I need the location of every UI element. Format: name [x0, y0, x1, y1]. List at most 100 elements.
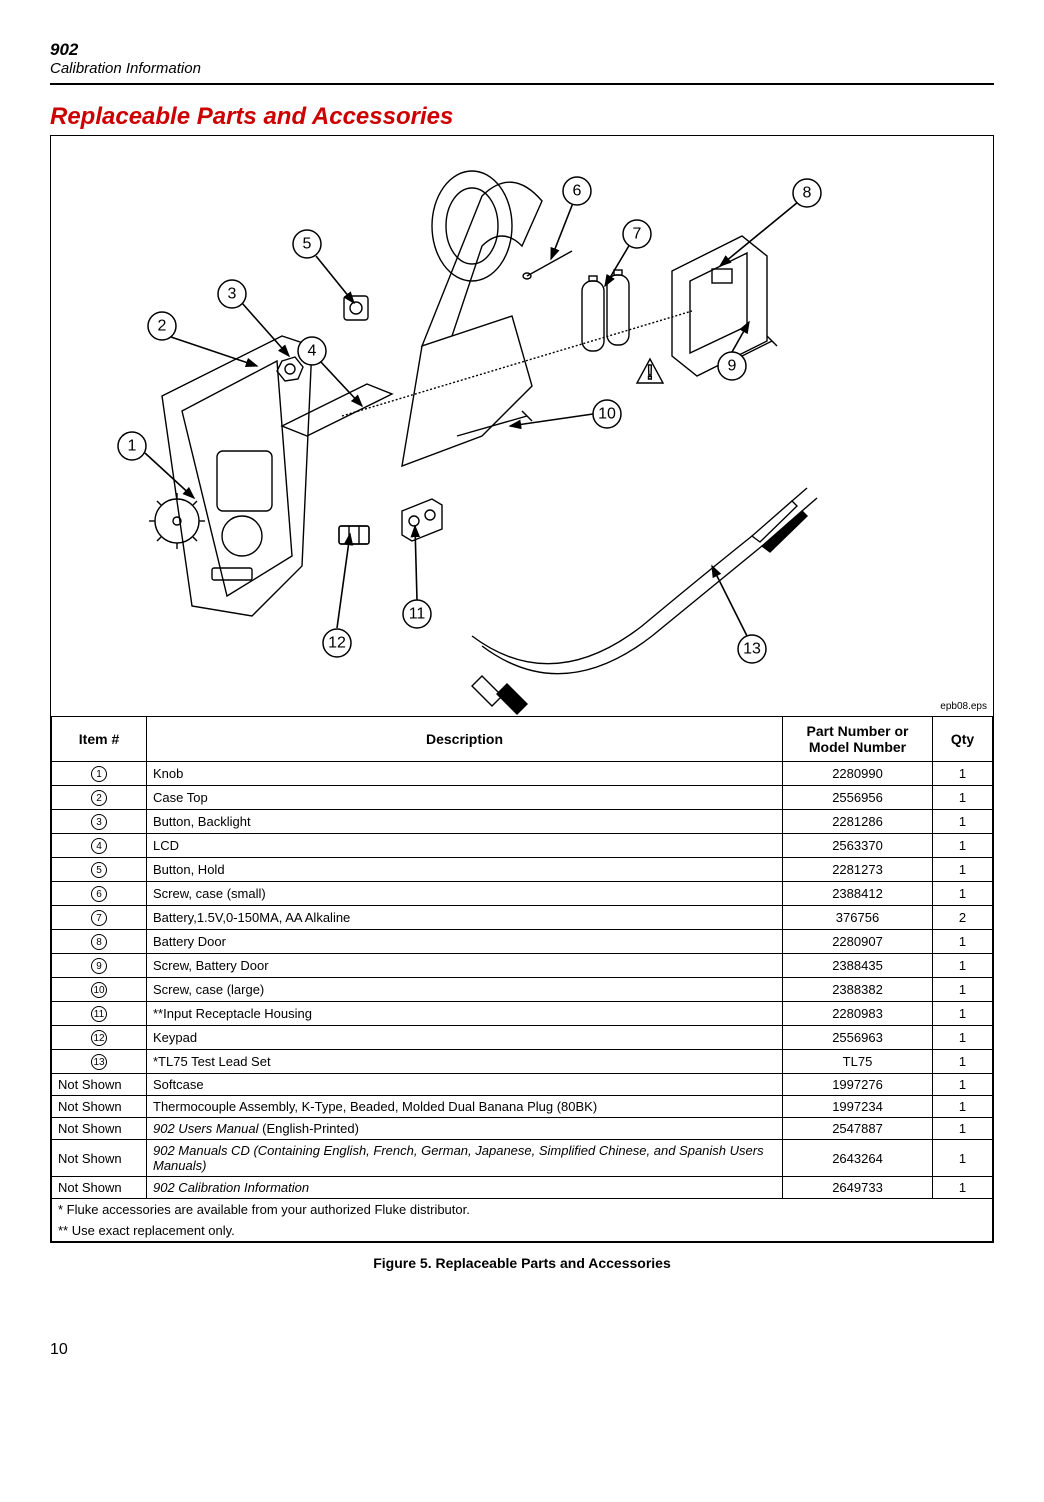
cell-qty: 1 [933, 1140, 993, 1177]
header-subtitle: Calibration Information [50, 60, 994, 77]
cell-item: 1 [52, 762, 147, 786]
cell-item: Not Shown [52, 1074, 147, 1096]
cell-desc: Button, Backlight [147, 810, 783, 834]
cell-qty: 1 [933, 1050, 993, 1074]
cell-part: 2649733 [783, 1177, 933, 1199]
page-number: 10 [50, 1341, 994, 1359]
cell-qty: 1 [933, 762, 993, 786]
cell-desc: **Input Receptacle Housing [147, 1002, 783, 1026]
cell-item: 10 [52, 978, 147, 1002]
table-row: Not Shown902 Users Manual (English-Print… [52, 1118, 993, 1140]
table-row: 1Knob22809901 [52, 762, 993, 786]
cell-part: 2281273 [783, 858, 933, 882]
svg-text:10: 10 [598, 406, 616, 423]
svg-text:11: 11 [409, 606, 426, 623]
table-row: Not ShownThermocouple Assembly, K-Type, … [52, 1096, 993, 1118]
figure-caption: Figure 5. Replaceable Parts and Accessor… [50, 1255, 994, 1271]
svg-text:4: 4 [308, 343, 317, 360]
parts-table: Item # Description Part Number or Model … [51, 716, 993, 1242]
exploded-diagram: ! 12345678910111213 epb08.eps [51, 136, 993, 716]
cell-qty: 1 [933, 1026, 993, 1050]
cell-qty: 1 [933, 858, 993, 882]
svg-text:13: 13 [743, 641, 761, 658]
table-row: 6Screw, case (small)23884121 [52, 882, 993, 906]
cell-part: 2556963 [783, 1026, 933, 1050]
svg-text:9: 9 [728, 358, 737, 375]
cell-item: 12 [52, 1026, 147, 1050]
table-row: 13*TL75 Test Lead SetTL751 [52, 1050, 993, 1074]
footnote-2: ** Use exact replacement only. [52, 1220, 993, 1242]
cell-qty: 1 [933, 1177, 993, 1199]
cell-part: 1997276 [783, 1074, 933, 1096]
svg-text:7: 7 [633, 226, 642, 243]
table-row: 12Keypad25569631 [52, 1026, 993, 1050]
cell-qty: 1 [933, 1118, 993, 1140]
cell-desc: *TL75 Test Lead Set [147, 1050, 783, 1074]
th-qty: Qty [933, 717, 993, 762]
table-row: 4LCD25633701 [52, 834, 993, 858]
svg-text:6: 6 [573, 183, 582, 200]
cell-qty: 1 [933, 834, 993, 858]
table-row: Not Shown902 Calibration Information2649… [52, 1177, 993, 1199]
table-row: 7Battery,1.5V,0-150MA, AA Alkaline376756… [52, 906, 993, 930]
cell-item: 8 [52, 930, 147, 954]
diagram-svg: ! 12345678910111213 [51, 136, 993, 716]
cell-desc: Battery Door [147, 930, 783, 954]
cell-desc: Knob [147, 762, 783, 786]
cell-desc: LCD [147, 834, 783, 858]
cell-part: 2563370 [783, 834, 933, 858]
cell-desc: Softcase [147, 1074, 783, 1096]
cell-desc: Thermocouple Assembly, K-Type, Beaded, M… [147, 1096, 783, 1118]
cell-desc: Battery,1.5V,0-150MA, AA Alkaline [147, 906, 783, 930]
cell-desc: Screw, case (large) [147, 978, 783, 1002]
cell-part: 2643264 [783, 1140, 933, 1177]
table-row: 10Screw, case (large)23883821 [52, 978, 993, 1002]
table-row: 5Button, Hold22812731 [52, 858, 993, 882]
cell-desc: 902 Manuals CD (Containing English, Fren… [147, 1140, 783, 1177]
cell-qty: 1 [933, 930, 993, 954]
cell-item: 5 [52, 858, 147, 882]
cell-item: 13 [52, 1050, 147, 1074]
cell-part: 2547887 [783, 1118, 933, 1140]
cell-part: 376756 [783, 906, 933, 930]
cell-item: Not Shown [52, 1177, 147, 1199]
cell-item: 9 [52, 954, 147, 978]
cell-item: 3 [52, 810, 147, 834]
cell-part: 2388435 [783, 954, 933, 978]
svg-text:!: ! [647, 362, 654, 384]
cell-part: TL75 [783, 1050, 933, 1074]
svg-text:8: 8 [803, 185, 812, 202]
cell-qty: 1 [933, 1002, 993, 1026]
section-title: Replaceable Parts and Accessories [50, 103, 994, 131]
cell-qty: 1 [933, 786, 993, 810]
header-rule [50, 83, 994, 85]
cell-item: Not Shown [52, 1118, 147, 1140]
th-desc: Description [147, 717, 783, 762]
cell-item: 7 [52, 906, 147, 930]
cell-part: 2280983 [783, 1002, 933, 1026]
cell-qty: 1 [933, 1096, 993, 1118]
cell-desc: Case Top [147, 786, 783, 810]
table-row: Not ShownSoftcase19972761 [52, 1074, 993, 1096]
cell-desc: 902 Calibration Information [147, 1177, 783, 1199]
table-row: 8Battery Door22809071 [52, 930, 993, 954]
cell-desc: Screw, case (small) [147, 882, 783, 906]
cell-item: 4 [52, 834, 147, 858]
svg-text:1: 1 [128, 438, 137, 455]
cell-qty: 1 [933, 1074, 993, 1096]
svg-text:2: 2 [158, 318, 167, 335]
cell-desc: Button, Hold [147, 858, 783, 882]
cell-item: Not Shown [52, 1140, 147, 1177]
th-item: Item # [52, 717, 147, 762]
svg-text:12: 12 [328, 635, 346, 652]
cell-qty: 2 [933, 906, 993, 930]
cell-item: Not Shown [52, 1096, 147, 1118]
table-row: 3Button, Backlight22812861 [52, 810, 993, 834]
table-row: 11**Input Receptacle Housing22809831 [52, 1002, 993, 1026]
svg-text:3: 3 [228, 286, 237, 303]
table-row: Not Shown902 Manuals CD (Containing Engl… [52, 1140, 993, 1177]
cell-desc: Keypad [147, 1026, 783, 1050]
cell-item: 2 [52, 786, 147, 810]
eps-label: epb08.eps [940, 701, 987, 712]
cell-part: 2280990 [783, 762, 933, 786]
